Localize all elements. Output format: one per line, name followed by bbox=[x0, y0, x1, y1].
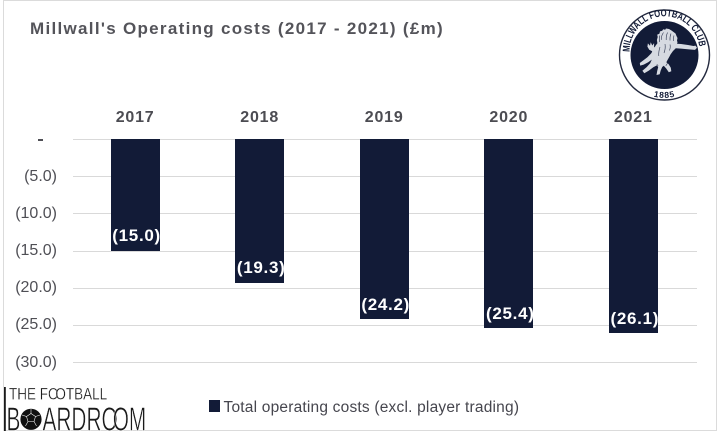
svg-text:THE FOOTBALL: THE FOOTBALL bbox=[9, 385, 107, 404]
svg-text:ARDROOM: ARDROOM bbox=[43, 400, 147, 433]
svg-text:1885: 1885 bbox=[653, 89, 676, 100]
svg-text:B: B bbox=[7, 400, 21, 433]
